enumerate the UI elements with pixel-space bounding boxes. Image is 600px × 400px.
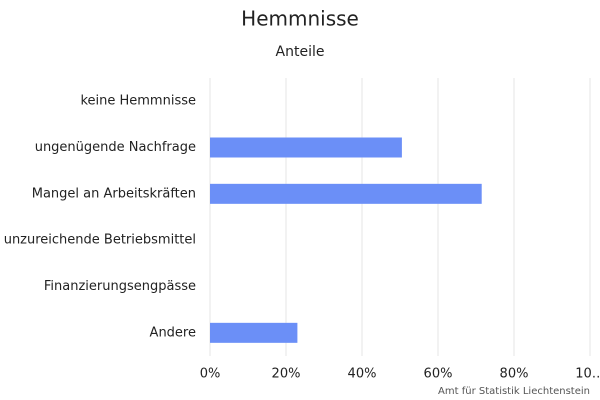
- credit: Amt für Statistik Liechtenstein: [438, 386, 590, 397]
- y-tick-label: Andere: [150, 325, 196, 340]
- x-tick-label: 60%: [424, 367, 453, 382]
- x-tick-label: 40%: [348, 367, 377, 382]
- x-tick-label: 20%: [272, 367, 301, 382]
- x-tick-label: 80%: [500, 367, 529, 382]
- bar: [210, 183, 482, 204]
- x-tick-label: 10…: [575, 367, 600, 382]
- y-tick-label: Finanzierungsengpässe: [44, 279, 196, 294]
- bar: [210, 137, 402, 158]
- y-tick-label: keine Hemmnisse: [80, 94, 196, 109]
- y-tick-label: ungenügende Nachfrage: [35, 140, 196, 155]
- y-tick-label: unzureichende Betriebsmittel: [4, 233, 196, 248]
- y-tick-label: Mangel an Arbeitskräften: [32, 186, 196, 201]
- x-tick-label: 0%: [200, 367, 221, 382]
- bar: [210, 322, 298, 343]
- chart-title: Hemmnisse: [241, 7, 359, 31]
- chart-subtitle: Anteile: [276, 44, 325, 60]
